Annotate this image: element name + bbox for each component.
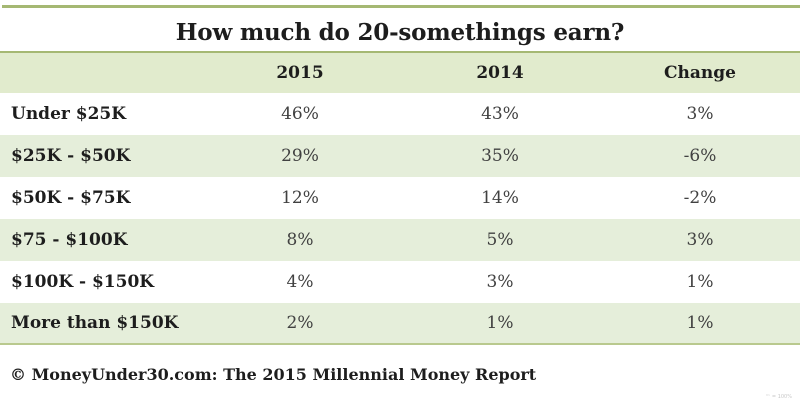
table-row: More than $150K 2% 1% 1% [0,303,800,345]
value-2015: 2% [286,313,314,333]
value-change: 3% [686,230,714,250]
table-row: $25K - $50K 29% 35% -6% [0,135,800,177]
value-change: 1% [686,313,714,333]
header-2015: 2015 [276,63,324,83]
earnings-table: 2015 2014 Change Under $25K 46% 43% 3% $… [0,51,800,345]
value-change: -2% [683,188,717,208]
value-2014: 35% [481,146,519,166]
row-label: $50K - $75K [11,188,131,208]
value-2015: 29% [281,146,319,166]
page-title: How much do 20-somethings earn? [175,19,625,46]
table-row: $50K - $75K 12% 14% -2% [0,177,800,219]
source-attribution: © MoneyUnder30.com: The 2015 Millennial … [10,365,537,384]
value-2015: 8% [286,230,314,250]
value-2015: 4% [286,272,314,292]
value-2014: 3% [486,272,514,292]
table-row: $100K - $150K 4% 3% 1% [0,261,800,303]
table-row: Under $25K 46% 43% 3% [0,93,800,135]
row-label: $100K - $150K [11,272,155,292]
value-2014: 5% [486,230,514,250]
row-label: Under $25K [11,104,127,124]
value-change: -6% [683,146,717,166]
value-change: 1% [686,272,714,292]
row-label: More than $150K [11,313,179,333]
top-accent-bar [2,5,800,8]
table-row: $75 - $100K 8% 5% 3% [0,219,800,261]
value-2014: 43% [481,104,519,124]
value-change: 3% [686,104,714,124]
value-2014: 1% [486,313,514,333]
row-label: $75 - $100K [11,230,128,250]
header-change: Change [664,63,736,83]
value-2015: 12% [281,188,319,208]
table-header-row: 2015 2014 Change [0,51,800,93]
infographic-page: { "page": { "title": "How much do 20-som… [0,5,800,405]
header-2014: 2014 [476,63,524,83]
illegible-watermark-text: ™ = 100% [765,394,792,400]
row-label: $25K - $50K [11,146,131,166]
value-2014: 14% [481,188,519,208]
value-2015: 46% [281,104,319,124]
